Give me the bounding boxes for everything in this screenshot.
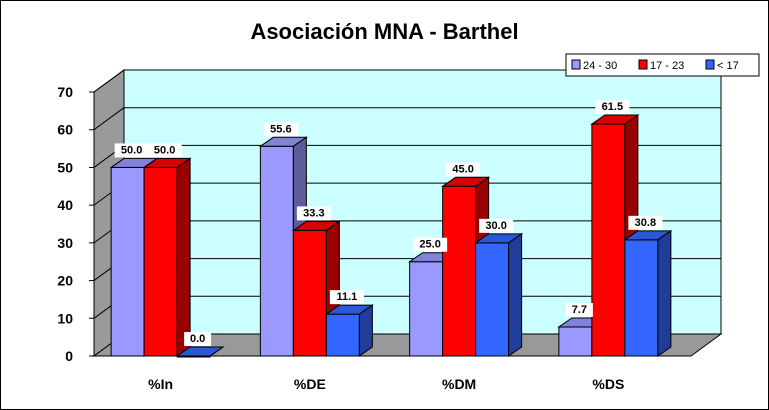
data-label: 50.0	[154, 144, 175, 156]
gridline	[93, 107, 125, 131]
bar-side	[508, 232, 523, 357]
x-category-label: %In	[148, 376, 173, 392]
data-label: 7.7	[572, 304, 587, 316]
legend-label: < 17	[717, 60, 739, 72]
y-tick-label: 0	[65, 348, 73, 364]
bar-side	[176, 157, 191, 357]
data-label: 61.5	[602, 101, 623, 113]
data-label: 11.1	[336, 291, 357, 303]
legend-swatch	[705, 59, 715, 70]
bar	[475, 242, 510, 357]
x-category-label: %DM	[442, 376, 476, 392]
data-label-bg	[263, 122, 298, 137]
gridline	[93, 69, 125, 93]
data-label: 30.8	[635, 217, 656, 229]
y-tick-label: 60	[57, 122, 73, 138]
data-label-bg	[446, 162, 481, 177]
bar	[110, 166, 145, 357]
data-label-bg	[565, 302, 593, 317]
data-label-bg	[595, 100, 630, 115]
chart-title: Asociación MNA - Barthel	[250, 19, 519, 44]
bar	[591, 123, 626, 357]
data-label-bg	[296, 206, 331, 221]
legend-label: 17 - 23	[650, 60, 684, 72]
y-tick-label: 50	[57, 159, 73, 175]
data-label-bg	[184, 332, 212, 346]
x-category-label: %DS	[592, 376, 624, 392]
data-label-bg	[479, 218, 514, 233]
x-category-label: %DE	[294, 376, 326, 392]
y-tick-label: 30	[57, 235, 73, 251]
legend-label: 24 - 30	[583, 60, 617, 72]
legend-swatch	[638, 59, 648, 70]
data-label: 55.6	[270, 123, 291, 135]
bar	[624, 239, 659, 357]
bar	[558, 326, 593, 357]
data-label: 45.0	[452, 163, 473, 175]
bar-side	[657, 229, 672, 357]
data-label: 25.0	[419, 239, 440, 251]
data-label: 30.0	[485, 220, 506, 232]
bar	[325, 313, 360, 357]
data-label-bg	[329, 290, 364, 305]
y-tick-label: 10	[57, 310, 73, 326]
y-tick-label: 70	[57, 84, 73, 100]
data-label-bg	[114, 143, 149, 158]
data-label: 50.0	[121, 144, 142, 156]
data-label: 0.0	[190, 333, 205, 345]
legend-swatch	[571, 59, 581, 70]
bar	[409, 261, 444, 357]
data-label-bg	[628, 215, 663, 230]
bar	[143, 166, 178, 357]
data-label: 33.3	[303, 207, 324, 219]
data-label-bg	[413, 237, 448, 252]
bar-side	[358, 304, 373, 357]
y-tick-label: 20	[57, 273, 73, 289]
bar	[259, 145, 294, 357]
bar-side	[209, 346, 224, 357]
bar	[442, 185, 477, 357]
bar	[292, 229, 327, 357]
data-label-bg	[147, 143, 182, 158]
y-tick-label: 40	[57, 197, 73, 213]
